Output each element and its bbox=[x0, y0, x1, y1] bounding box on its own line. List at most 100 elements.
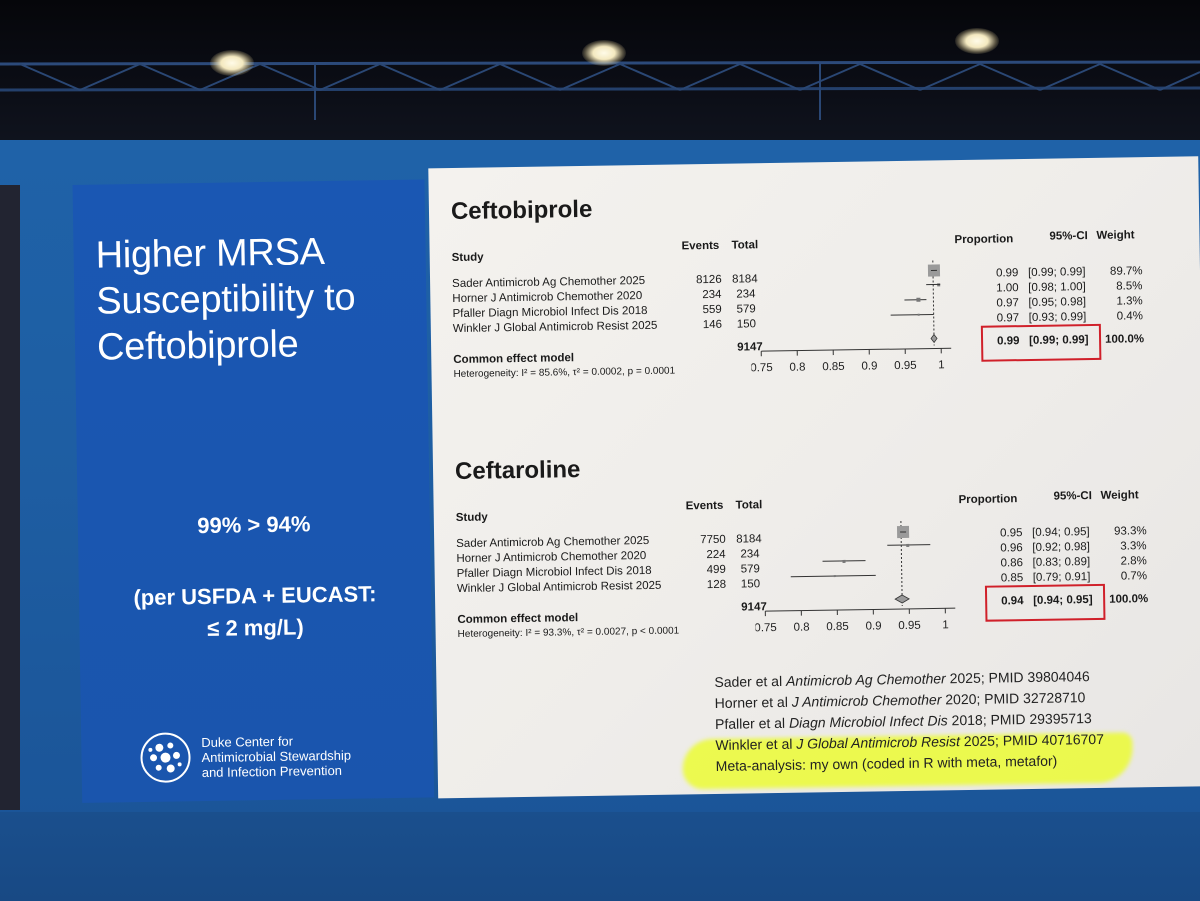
weight-value: 2.8% bbox=[1120, 555, 1147, 568]
axis-tick-label: 0.95 bbox=[898, 620, 921, 632]
heterogeneity-text: Heterogeneity: I² = 85.6%, τ² = 0.0002, … bbox=[453, 365, 676, 381]
ref-authors: Winkler et al bbox=[715, 735, 797, 753]
study-name: Pfaller Diagn Microbiol Infect Dis 2018 bbox=[456, 564, 652, 581]
study-name: Sader Antimicrob Ag Chemother 2025 bbox=[452, 275, 646, 291]
axis-tick-label: 0.85 bbox=[826, 621, 849, 633]
slide-left-panel: Higher MRSA Susceptibility to Ceftobipro… bbox=[72, 179, 435, 803]
logo-text: Duke Center for Antimicrobial Stewardshi… bbox=[201, 733, 351, 780]
study-name: Winkler J Global Antimicrob Resist 2025 bbox=[456, 579, 662, 596]
result-highlight-box bbox=[980, 323, 1102, 362]
ci-value: [0.93; 0.99] bbox=[1028, 311, 1087, 324]
ci-value: [0.83; 0.89] bbox=[1032, 556, 1091, 569]
events-value: 224 bbox=[706, 548, 726, 562]
result-highlight-box bbox=[984, 583, 1106, 622]
header-proportion: Proportion bbox=[954, 233, 1014, 247]
duke-logo: Duke Center for Antimicrobial Stewardshi… bbox=[139, 726, 400, 788]
header-study: Study bbox=[455, 511, 488, 525]
header-weight: Weight bbox=[1100, 489, 1139, 502]
study-name: Winkler J Global Antimicrob Resist 2025 bbox=[452, 319, 658, 336]
study-name: Horner J Antimicrob Chemother 2020 bbox=[452, 290, 643, 306]
weight-value: 89.7% bbox=[1109, 265, 1143, 278]
proportion-value: 0.85 bbox=[1000, 572, 1024, 585]
axis-tick-label: 0.75 bbox=[754, 622, 777, 634]
presentation-slide: Higher MRSA Susceptibility to Ceftobipro… bbox=[72, 134, 1200, 804]
ref-authors: Sader et al bbox=[714, 672, 787, 690]
events-value: 559 bbox=[702, 303, 722, 317]
header-ci: 95%-CI bbox=[1053, 490, 1092, 503]
common-effect-label: Common effect model bbox=[453, 352, 575, 367]
proportion-value: 0.97 bbox=[996, 312, 1020, 325]
ci-value: [0.95; 0.98] bbox=[1028, 296, 1087, 309]
side-panel bbox=[0, 185, 20, 810]
axis-tick-label: 0.9 bbox=[865, 620, 881, 632]
ci-value: [0.92; 0.98] bbox=[1032, 541, 1090, 554]
weight-value: 0.4% bbox=[1116, 310, 1144, 323]
common-effect-label: Common effect model bbox=[457, 612, 579, 627]
events-value: 7750 bbox=[700, 533, 726, 547]
common-weight: 100.0% bbox=[1109, 593, 1149, 606]
proportion-value: 0.95 bbox=[1000, 527, 1023, 540]
events-value: 146 bbox=[702, 318, 723, 332]
claim-statement: 99% > 94% bbox=[197, 511, 311, 539]
axis-tick-label: 0.95 bbox=[894, 360, 917, 372]
logo-dots-icon bbox=[140, 732, 191, 783]
stage-light bbox=[210, 50, 254, 76]
slide-title: Higher MRSA Susceptibility to Ceftobipro… bbox=[95, 231, 356, 369]
stage-light bbox=[955, 28, 999, 54]
ref-authors: Horner et al bbox=[714, 693, 792, 711]
ref-authors: Pfaller et al bbox=[714, 714, 790, 732]
ref-details: 2025; PMID 39804046 bbox=[945, 668, 1090, 687]
ci-value: [0.99; 0.99] bbox=[1027, 266, 1086, 279]
axis-tick-label: 1 bbox=[938, 359, 945, 371]
weight-value: 0.7% bbox=[1120, 570, 1148, 583]
header-events: Events bbox=[681, 239, 720, 253]
proportion-value: 1.00 bbox=[996, 282, 1019, 295]
proportion-value: 0.86 bbox=[1000, 557, 1024, 570]
events-value: 499 bbox=[706, 563, 726, 577]
ci-value: [0.94; 0.95] bbox=[1032, 526, 1090, 539]
events-value: 8126 bbox=[695, 273, 722, 287]
forest-plot-ceftobiprole: 0.75 0.8 0.85 0.9 0.95 1 bbox=[750, 260, 952, 374]
ref-journal: Antimicrob Ag Chemother bbox=[785, 670, 946, 689]
common-weight: 100.0% bbox=[1104, 333, 1145, 346]
axis-tick-label: 0.85 bbox=[822, 361, 845, 373]
ci-value: [0.98; 1.00] bbox=[1028, 281, 1086, 294]
axis-tick-label: 0.75 bbox=[750, 362, 773, 374]
stage-light bbox=[582, 40, 626, 66]
study-name: Horner J Antimicrob Chemother 2020 bbox=[456, 550, 647, 566]
header-total: Total bbox=[731, 239, 759, 252]
events-value: 128 bbox=[706, 578, 727, 592]
ref-journal: J Antimicrob Chemother bbox=[791, 691, 942, 710]
lighting-truss bbox=[0, 60, 1200, 120]
proportion-value: 0.99 bbox=[995, 267, 1019, 280]
ceftaroline-title: Ceftaroline bbox=[454, 456, 581, 486]
header-total: Total bbox=[735, 499, 763, 512]
weight-value: 8.5% bbox=[1116, 280, 1143, 293]
header-events: Events bbox=[685, 499, 724, 513]
events-value: 234 bbox=[702, 288, 722, 302]
claim-note: (per USFDA + EUCAST: ≤ 2 mg/L) bbox=[89, 578, 422, 647]
weight-value: 3.3% bbox=[1120, 540, 1147, 553]
proportion-value: 0.96 bbox=[1000, 542, 1023, 555]
proportion-value: 0.97 bbox=[996, 297, 1019, 310]
study-name: Sader Antimicrob Ag Chemother 2025 bbox=[456, 534, 650, 551]
ref-details: 2020; PMID 32728710 bbox=[941, 689, 1086, 708]
axis-tick-label: 1 bbox=[942, 619, 949, 631]
references: Sader et al Antimicrob Ag Chemother 2025… bbox=[714, 666, 1104, 777]
axis-tick-label: 0.9 bbox=[861, 360, 877, 372]
venue-ceiling bbox=[0, 0, 1200, 150]
weight-value: 93.3% bbox=[1113, 525, 1147, 538]
axis-tick-label: 0.8 bbox=[789, 362, 805, 374]
weight-value: 1.3% bbox=[1116, 295, 1143, 308]
ref-details: 2018; PMID 29395713 bbox=[947, 710, 1092, 729]
ci-value: [0.79; 0.91] bbox=[1032, 571, 1091, 584]
header-proportion: Proportion bbox=[958, 493, 1018, 507]
stage-floor bbox=[0, 812, 1200, 901]
claim-note-line: (per USFDA + EUCAST: bbox=[133, 581, 377, 611]
header-ci: 95%-CI bbox=[1049, 230, 1088, 243]
ref-journal: Diagn Microbiol Infect Dis bbox=[788, 712, 948, 731]
header-weight: Weight bbox=[1096, 229, 1135, 242]
heterogeneity-text: Heterogeneity: I² = 93.3%, τ² = 0.0027, … bbox=[457, 625, 680, 641]
claim-note-line: ≤ 2 mg/L) bbox=[207, 614, 304, 641]
header-study: Study bbox=[451, 251, 484, 265]
